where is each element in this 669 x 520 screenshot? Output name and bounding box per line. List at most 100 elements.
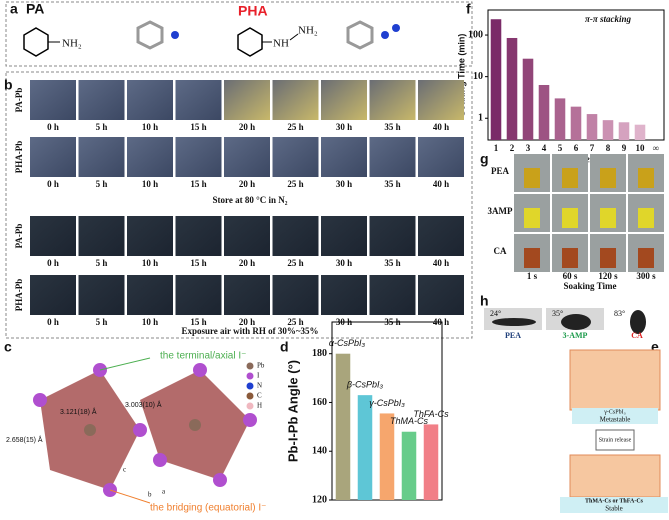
film (562, 208, 578, 228)
annotation: 2.658(15) Å (6, 435, 43, 444)
bar (538, 84, 550, 140)
film (524, 248, 540, 268)
panel-label: h (480, 293, 489, 309)
time-label: 10 h (142, 122, 158, 132)
film-photo (127, 137, 173, 177)
time-label: 15 h (190, 179, 206, 189)
film-photo (127, 275, 173, 315)
y-tick-label: 140 (312, 446, 327, 457)
film-photo (321, 275, 367, 315)
film-photo (30, 137, 76, 177)
time-label: 35 h (384, 317, 400, 327)
x-tick-label: 8 (606, 143, 611, 153)
bar (602, 120, 614, 140)
bar (379, 413, 395, 500)
film-photo (369, 275, 416, 315)
legend-dot (246, 372, 254, 380)
y-axis-label: Pb-I-Pb Angle (°) (285, 360, 300, 462)
panel-b-frame (5, 71, 473, 339)
film-photo (78, 216, 125, 256)
time-label: 35 h (384, 179, 400, 189)
y-axis-label: Soaking Time (min) (456, 34, 466, 117)
film-photo (321, 216, 367, 256)
time-label: 0 h (47, 317, 59, 327)
x-tick-label: 2 (510, 143, 515, 153)
film (562, 168, 578, 188)
pb-atom (189, 419, 201, 431)
bar-label: α-CsPbI₃ (329, 338, 366, 348)
x-tick-label: 4 (542, 143, 547, 153)
legend-label: C (257, 392, 262, 400)
time-label: 15 h (190, 317, 206, 327)
film-photo (418, 216, 464, 256)
time-label: 60 s (563, 271, 578, 281)
y-tick-label: 10 (473, 71, 483, 82)
pb-atom (84, 424, 96, 436)
film-photo (418, 137, 464, 177)
film (600, 208, 616, 228)
film-photo (369, 80, 416, 120)
angle-label: 35° (552, 309, 563, 318)
row-label: PHA-Pb (14, 141, 24, 174)
film-photo (175, 216, 222, 256)
x-tick-label: 6 (574, 143, 579, 153)
bar-label: β-CsPbI₃ (346, 380, 384, 390)
legend-dot (246, 392, 254, 400)
row-label: PEA (491, 166, 510, 176)
legend-label: I (257, 372, 260, 380)
pointer (99, 357, 151, 371)
film-photo (224, 80, 270, 120)
droplet (492, 318, 536, 326)
bar (401, 431, 417, 500)
axis-letter: a (162, 488, 166, 496)
time-label: 0 h (47, 179, 59, 189)
film-photo (418, 80, 464, 120)
film-photo (175, 137, 222, 177)
time-label: 15 h (190, 122, 206, 132)
legend-dot (246, 382, 254, 390)
film-photo (272, 216, 319, 256)
time-label: 10 h (142, 179, 158, 189)
annotation: 3.121(18) Å (60, 407, 97, 416)
n-atom (392, 24, 400, 32)
axis-letter: c (123, 466, 126, 474)
film-photo (78, 137, 125, 177)
time-label: 20 h (239, 179, 255, 189)
film-photo (321, 137, 367, 177)
film-photo (30, 216, 76, 256)
film-photo (78, 275, 125, 315)
time-label: 0 h (47, 122, 59, 132)
strain: Strain release (599, 437, 632, 443)
time-label: 5 h (96, 258, 108, 268)
arrow-box (595, 429, 635, 451)
phase: γ-CsPbI₃ (603, 409, 625, 415)
bar (554, 98, 566, 140)
film-photo (175, 275, 222, 315)
benzene (237, 27, 263, 57)
group: NH₂ (62, 38, 82, 50)
panel-label: d (280, 339, 289, 355)
film (600, 248, 616, 268)
time-label: 40 h (433, 317, 449, 327)
row-label: CA (494, 246, 507, 256)
time-label: 25 h (287, 122, 303, 132)
film-photo (321, 80, 367, 120)
y-tick-label: 120 (312, 494, 327, 505)
film-photo (30, 80, 76, 120)
panel-label: a (10, 1, 18, 17)
x-axis-label: Soaking Time (564, 281, 617, 291)
film-photo (224, 275, 270, 315)
film (562, 248, 578, 268)
legend-dot (246, 362, 254, 370)
film-photo (272, 275, 319, 315)
angle-label: 24° (490, 309, 501, 318)
bar-label: γ-CsPbI₃ (369, 398, 405, 408)
bar (570, 106, 582, 140)
state-box (572, 408, 658, 424)
x-tick-label: 1 (494, 143, 499, 153)
panel-a-frame (5, 1, 473, 67)
molecule-name: PA (26, 1, 44, 17)
film (600, 168, 616, 188)
bond (289, 33, 299, 41)
